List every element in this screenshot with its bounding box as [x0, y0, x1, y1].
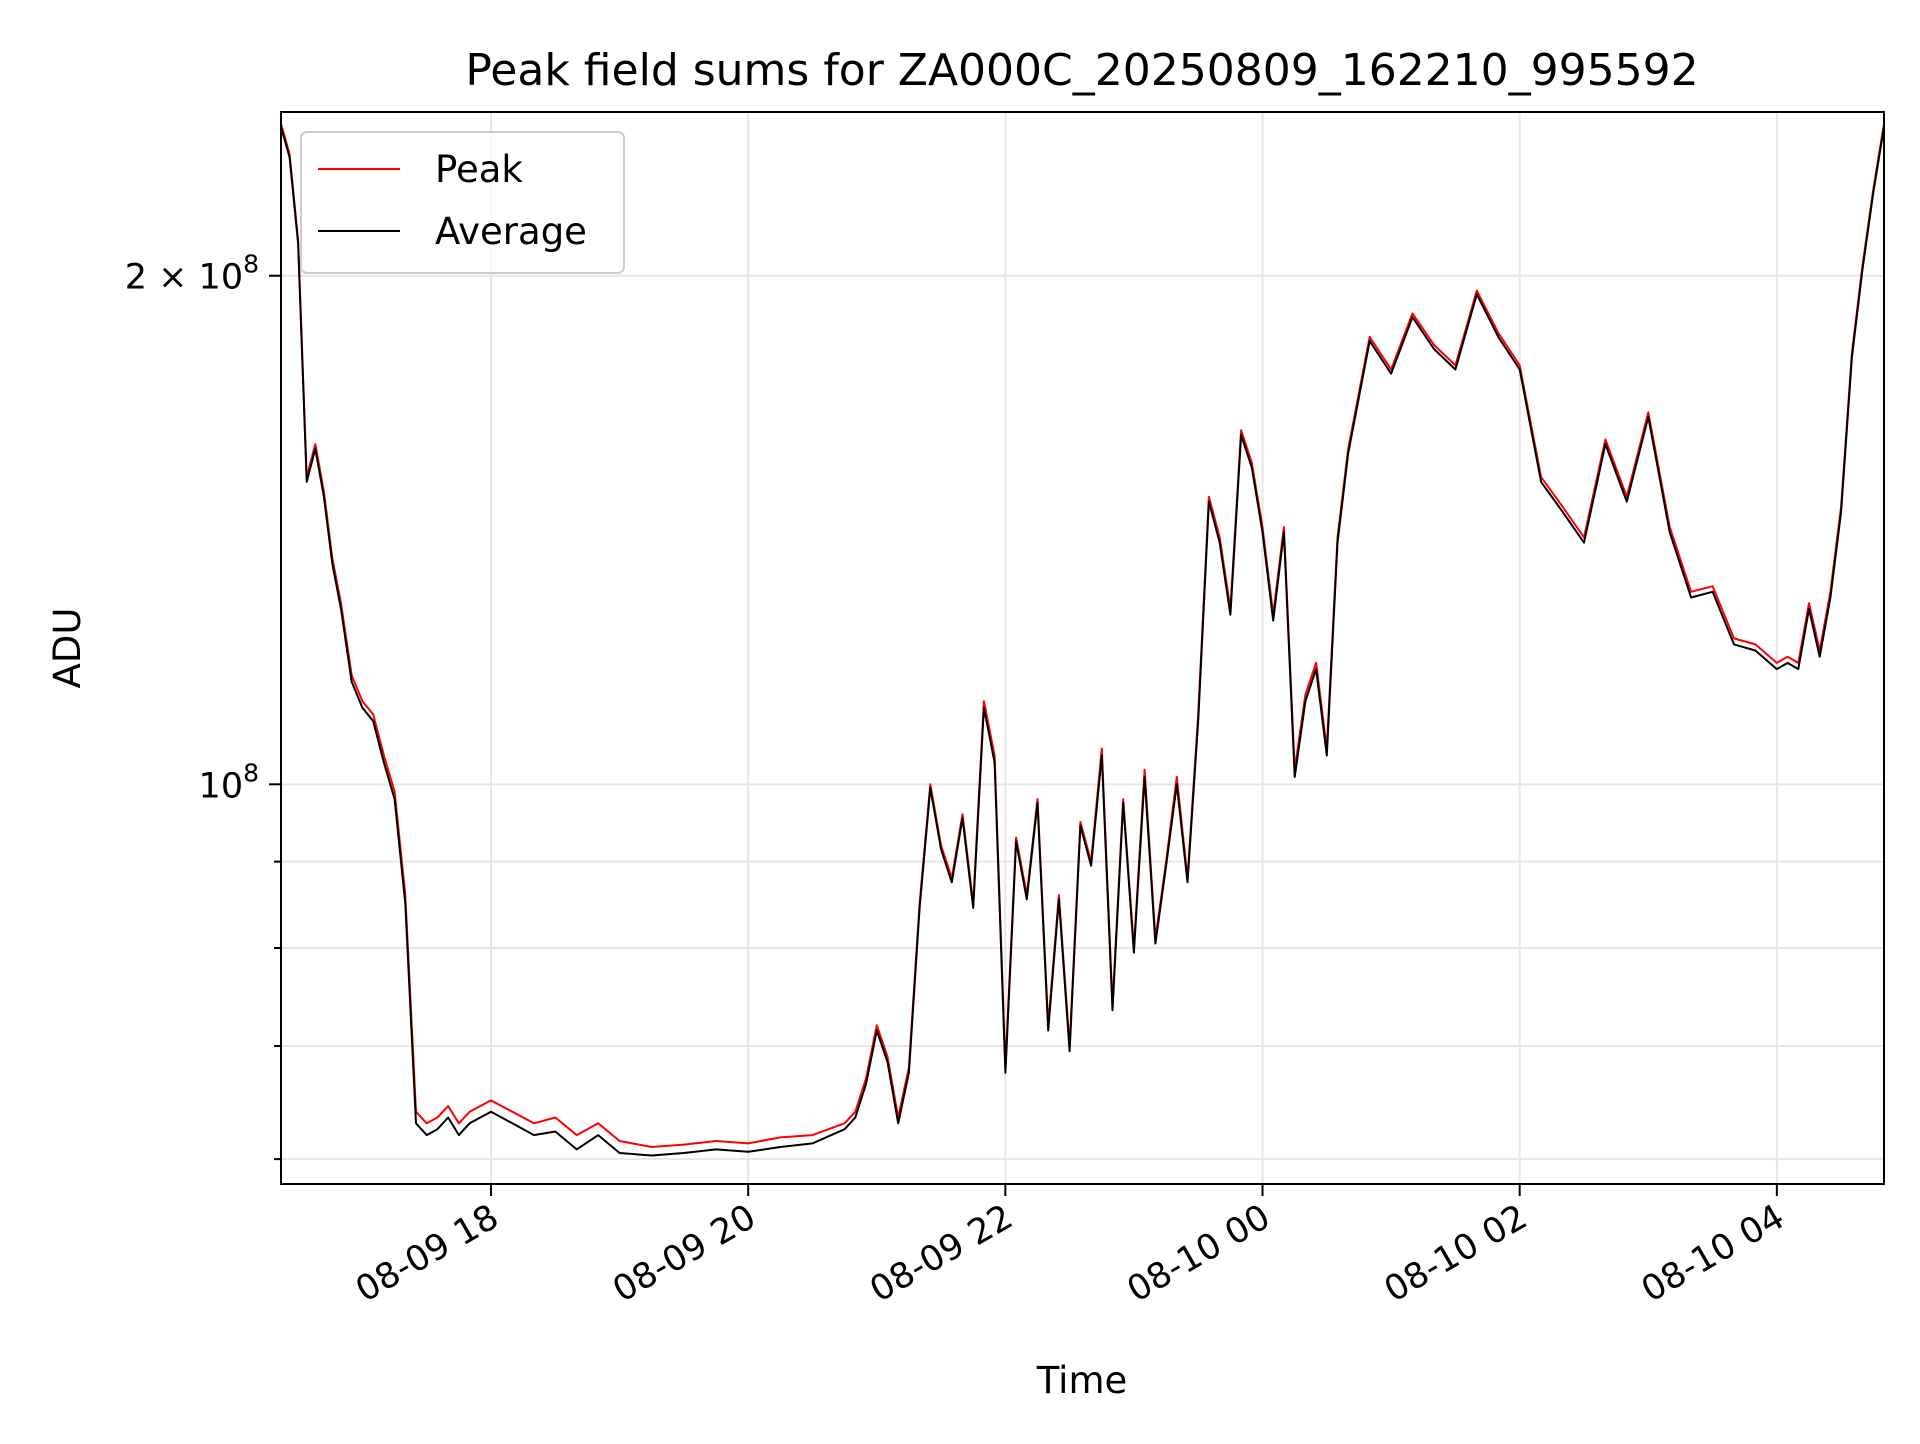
x-tick-label: 08-09 22	[864, 1197, 1020, 1310]
x-tick-label: 08-10 04	[1635, 1197, 1791, 1310]
x-tick-label: 08-09 18	[349, 1197, 505, 1310]
y-tick-label: 108	[199, 758, 259, 806]
legend: Peak Average	[300, 131, 625, 274]
legend-box	[300, 131, 625, 274]
plot-frame	[280, 111, 1885, 1185]
plot-area	[280, 123, 1885, 1157]
chart-title: Peak field sums for ZA000C_20250809_1622…	[465, 45, 1698, 96]
y-axis-label: ADU	[46, 608, 89, 689]
x-tick-label: 08-10 00	[1121, 1197, 1277, 1310]
x-axis-label: Time	[1036, 1359, 1128, 1402]
y-axis: 108 2 × 108	[125, 250, 281, 1161]
grid	[281, 112, 1884, 1184]
legend-label-average: Average	[435, 210, 587, 253]
legend-label-peak: Peak	[435, 148, 523, 191]
x-axis: 08-09 18 08-09 20 08-09 22 08-10 00 08-10 02…	[349, 1184, 1791, 1310]
y-tick-label: 2 × 108	[125, 250, 259, 298]
series-line-peak	[280, 123, 1885, 1148]
x-tick-label: 08-10 02	[1378, 1197, 1534, 1310]
x-tick-label: 08-09 20	[606, 1197, 762, 1310]
series-line-average	[280, 126, 1885, 1157]
